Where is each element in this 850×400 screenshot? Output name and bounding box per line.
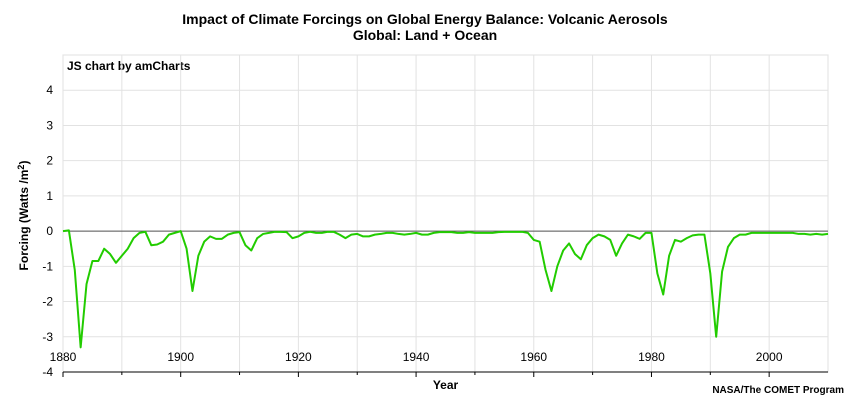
y-axis-ticks: 4 3 2 1 0 -1 -2 -3 -4	[42, 83, 53, 379]
y-axis-title: Forcing (Watts /m2)	[16, 161, 31, 271]
x-tick-label: 1960	[520, 350, 547, 364]
y-tick-label: 3	[46, 118, 53, 132]
y-tick-label: 0	[46, 224, 53, 238]
chart-title: Impact of Climate Forcings on Global Ene…	[182, 11, 668, 27]
volcanic-aerosols-line	[62, 229, 829, 349]
x-axis-title: Year	[433, 378, 459, 392]
y-axis-title-superscript: 2	[16, 165, 26, 170]
chart-subtitle: Global: Land + Ocean	[352, 27, 498, 43]
y-tick-label: -3	[42, 330, 53, 344]
y-axis-title-end: )	[17, 161, 31, 165]
x-tick-label: 1900	[167, 350, 194, 364]
amcharts-credit-link[interactable]: JS chart by amCharts	[67, 59, 191, 73]
x-tick-label: 2000	[756, 350, 783, 364]
x-tick-label: 1940	[403, 350, 430, 364]
x-tick-label: 1880	[50, 350, 77, 364]
y-tick-label: -2	[42, 295, 53, 309]
source-credit: NASA/The COMET Program	[712, 385, 844, 396]
plot-area-border	[62, 54, 829, 373]
x-axis-ticks: 1880 1900 1920 1940 1960 1980 2000	[50, 350, 783, 377]
y-tick-label: 4	[46, 83, 53, 97]
x-tick-label: 1980	[638, 350, 665, 364]
y-tick-label: -1	[42, 259, 53, 273]
y-tick-label: 1	[46, 189, 53, 203]
y-tick-label: -4	[42, 365, 53, 379]
y-axis-title-text: Forcing (Watts /m	[17, 170, 31, 271]
grid-lines	[62, 54, 829, 373]
x-tick-label: 1920	[285, 350, 312, 364]
y-tick-label: 2	[46, 154, 53, 168]
